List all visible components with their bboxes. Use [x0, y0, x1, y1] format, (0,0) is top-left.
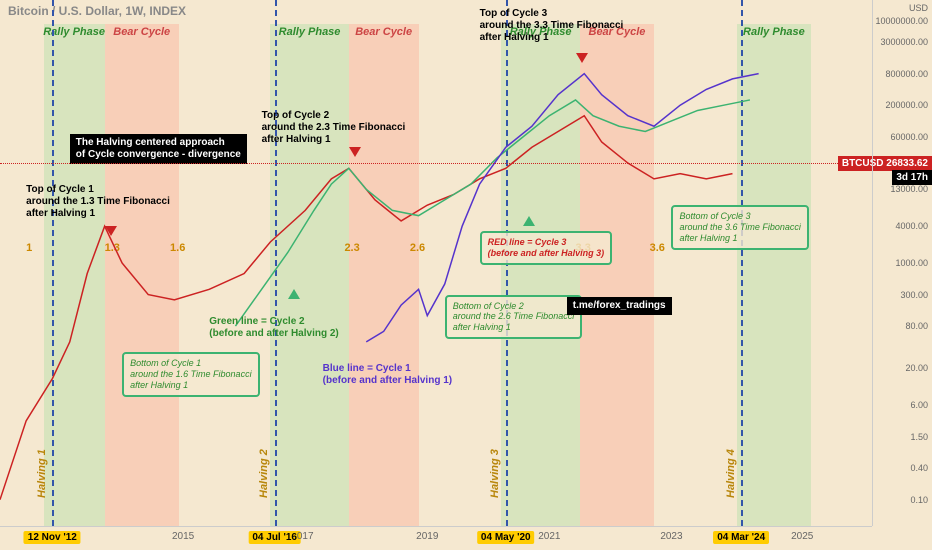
- y-tick: 3000000.00: [880, 37, 928, 47]
- x-axis: 12 Nov '12 2015 04 Jul '16017 2019 04 May '2…: [0, 526, 872, 550]
- y-tick: 80.00: [905, 321, 928, 331]
- annotation-blue_line: Blue line = Cycle 1(before and after Hal…: [323, 363, 452, 387]
- x-tick: 2019: [416, 531, 438, 542]
- x-tick: 2015: [172, 531, 194, 542]
- x-tick: 04 Mar '24: [713, 531, 769, 544]
- x-tick: 017: [297, 531, 314, 542]
- x-tick: 04 Jul '16: [248, 531, 301, 544]
- annotation-top_cycle2: Top of Cycle 2around the 2.3 Time Fibona…: [262, 110, 406, 146]
- y-tick: 60000.00: [890, 132, 928, 142]
- arrow-down-icon: [105, 226, 117, 236]
- price-plot: [0, 0, 872, 526]
- y-axis: USD 10000000.00 3000000.00 800000.00 200000.…: [872, 0, 932, 526]
- annotation-telegram: t.me/forex_tradings: [567, 297, 672, 315]
- arrow-down-icon: [576, 53, 588, 63]
- y-tick: 6.00: [910, 400, 928, 410]
- annotation-bottom_cycle2: Bottom of Cycle 2around the 2.6 Time Fib…: [445, 295, 583, 339]
- arrow-up-icon: [288, 289, 300, 299]
- y-tick: 200000.00: [885, 100, 928, 110]
- y-tick: USD: [909, 3, 928, 13]
- annotation-top_cycle3: Top of Cycle 3around the 3.3 Time Fibona…: [480, 8, 624, 44]
- y-tick: 10000000.00: [875, 16, 928, 26]
- y-tick: 1000.00: [895, 258, 928, 268]
- y-tick: 4000.00: [895, 221, 928, 231]
- x-tick: 12 Nov '12: [24, 531, 81, 544]
- annotation-bottom_cycle3: Bottom of Cycle 3around the 3.6 Time Fib…: [671, 205, 809, 249]
- y-tick: 0.10: [910, 495, 928, 505]
- y-tick: 20.00: [905, 363, 928, 373]
- annotation-halving_box: The Halving centered approachof Cycle co…: [70, 134, 247, 164]
- x-tick: 2025: [791, 531, 813, 542]
- annotation-bottom_cycle1: Bottom of Cycle 1around the 1.6 Time Fib…: [122, 352, 260, 396]
- arrow-up-icon: [523, 216, 535, 226]
- annotation-red_line: RED line = Cycle 3(before and after Halv…: [480, 231, 613, 265]
- x-tick: 04 May '20: [477, 531, 535, 544]
- y-tick: 13000.00: [890, 184, 928, 194]
- y-tick: 1.50: [910, 432, 928, 442]
- arrow-down-icon: [349, 147, 361, 157]
- y-tick: 800000.00: [885, 69, 928, 79]
- x-tick: 2023: [660, 531, 682, 542]
- chart-area: Bitcoin / U.S. Dollar, 1W, INDEX Rally P…: [0, 0, 872, 526]
- y-tick: 300.00: [900, 290, 928, 300]
- current-price-line: BTCUSD 26833.62 3d 17h: [0, 163, 872, 164]
- annotation-green_line: Green line = Cycle 2(before and after Ha…: [209, 316, 338, 340]
- x-tick: 2021: [538, 531, 560, 542]
- y-tick: 0.40: [910, 463, 928, 473]
- annotation-top_cycle1: Top of Cycle 1around the 1.3 Time Fibona…: [26, 184, 170, 220]
